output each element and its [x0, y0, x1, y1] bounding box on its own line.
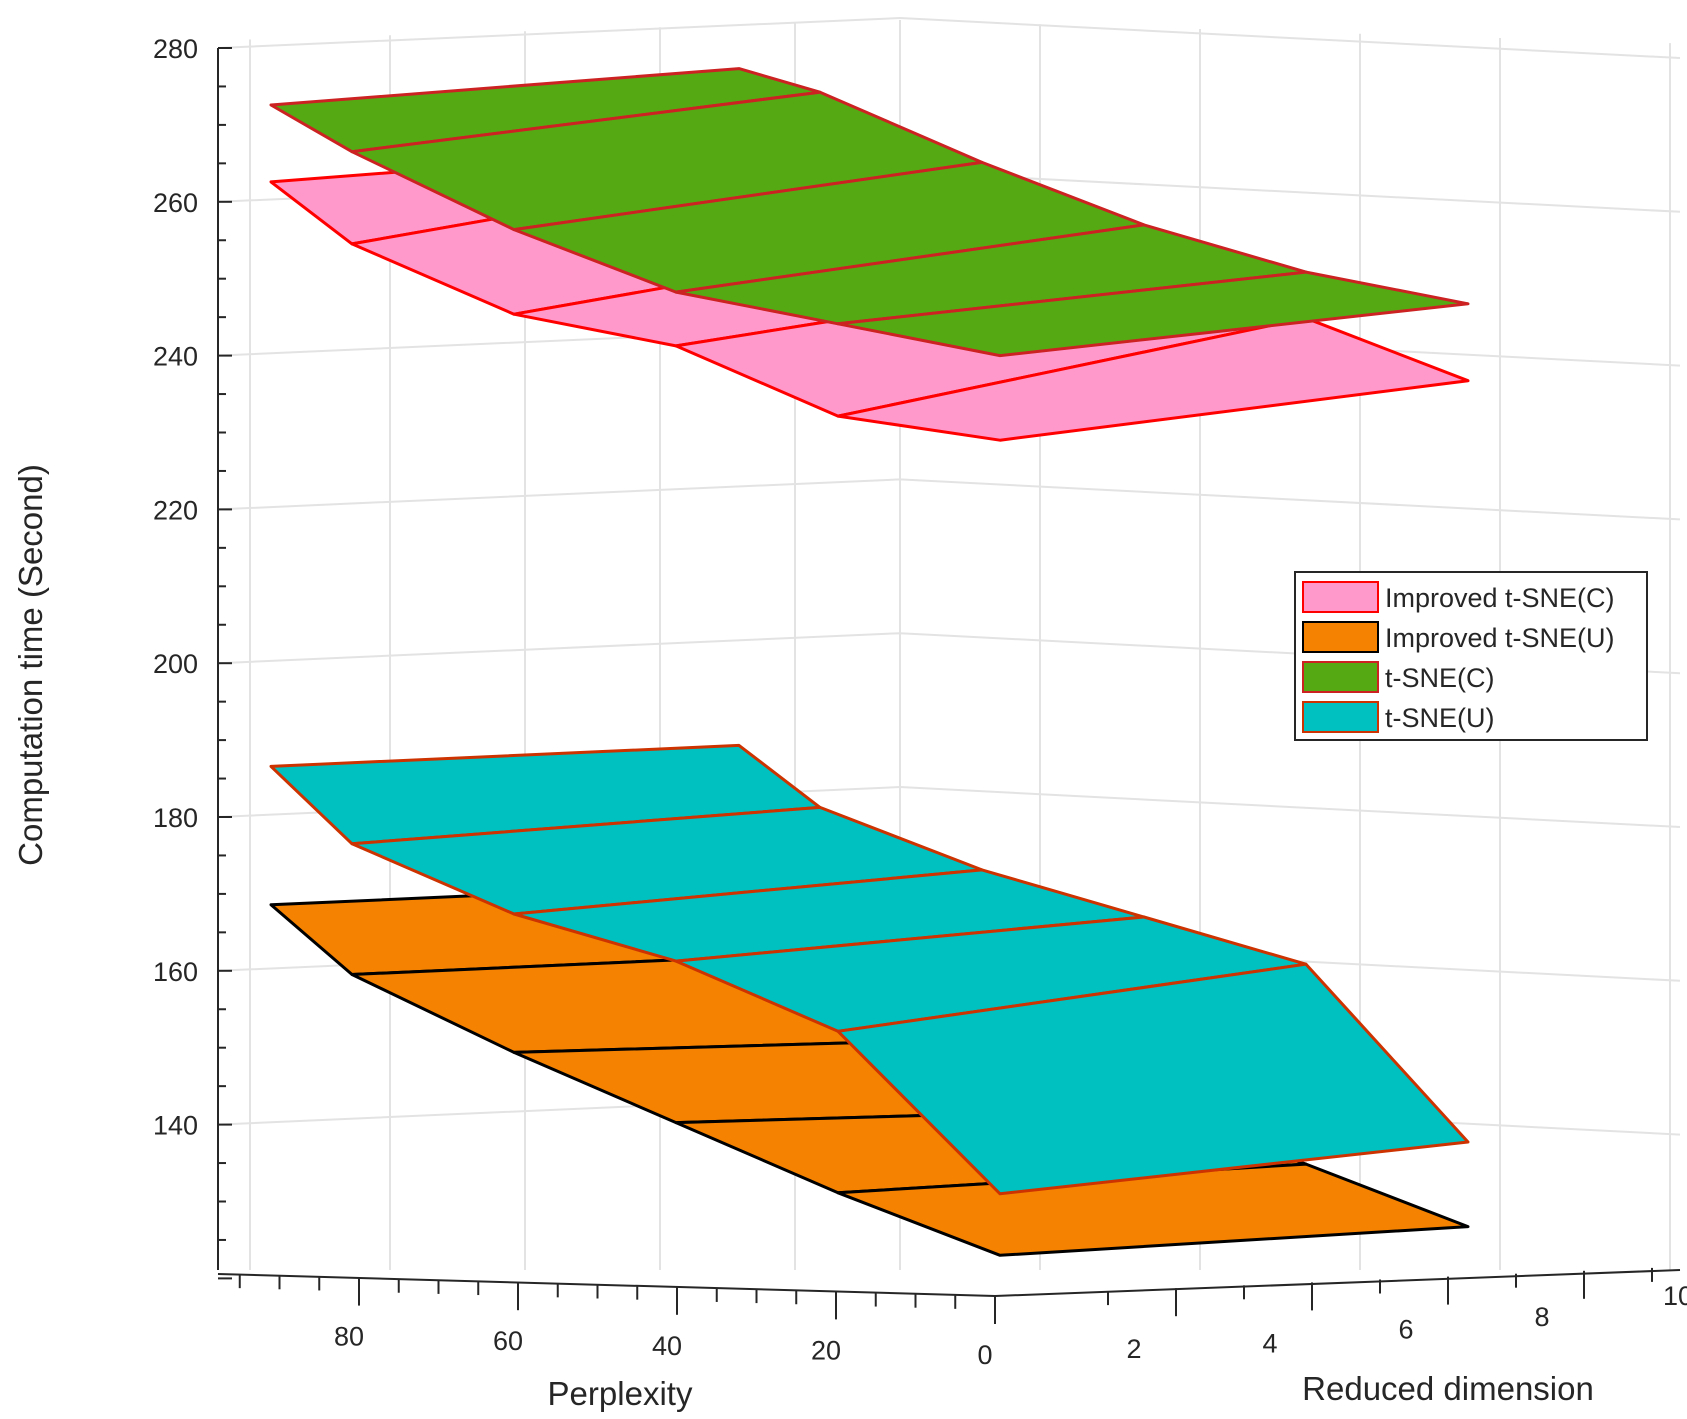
z-tick-label: 140 — [153, 1111, 198, 1141]
legend-label-tsne-u: t-SNE(U) — [1385, 703, 1495, 733]
y-tick-label: 10 — [1663, 1281, 1687, 1311]
z-tick-label: 160 — [153, 957, 198, 987]
x-axis-line — [217, 1273, 996, 1297]
legend: Improved t-SNE(C) Improved t-SNE(U) t-SN… — [1294, 571, 1648, 741]
legend-swatch-tsne-u — [1302, 701, 1379, 733]
x-tick-label: 40 — [652, 1331, 682, 1361]
z-axis-label: Computation time (Second) — [12, 464, 49, 866]
z-tick-label: 180 — [153, 803, 198, 833]
legend-swatch-improved-tsne-c — [1302, 581, 1379, 613]
legend-label-improved-tsne-u: Improved t-SNE(U) — [1385, 623, 1615, 653]
y-tick-label: 4 — [1262, 1328, 1277, 1358]
surface-patch — [836, 316, 1470, 442]
y-axis-label: Reduced dimension — [1302, 1370, 1594, 1407]
z-tick-label: 200 — [153, 649, 198, 679]
surface-patch — [836, 962, 1470, 1196]
z-grid-line — [217, 478, 1681, 521]
legend-label-tsne-c: t-SNE(C) — [1385, 663, 1495, 693]
z-tick-label: 240 — [153, 342, 198, 372]
y-tick-label: 2 — [1126, 1334, 1141, 1364]
z-tick-label: 260 — [153, 188, 198, 218]
x-tick-label: 80 — [334, 1322, 364, 1352]
surface-patch — [836, 270, 1470, 358]
legend-swatch-improved-tsne-u — [1302, 621, 1379, 653]
surfaces — [269, 67, 1470, 1257]
surface-t-sne-u- — [269, 743, 1470, 1196]
surface-t-sne-c- — [269, 67, 1470, 358]
z-tick-label: 280 — [153, 34, 198, 64]
axes — [217, 47, 1681, 1324]
x-tick-label: 0 — [977, 1340, 992, 1370]
legend-label-improved-tsne-c: Improved t-SNE(C) — [1385, 583, 1615, 613]
z-grid-line — [217, 16, 1681, 59]
z-tick-label: 220 — [153, 495, 198, 525]
x-tick-label: 60 — [493, 1326, 523, 1356]
x-tick-label: 20 — [811, 1335, 841, 1365]
legend-swatch-tsne-c — [1302, 661, 1379, 693]
x-axis-label: Perplexity — [548, 1375, 693, 1412]
y-tick-label: 6 — [1398, 1315, 1413, 1345]
y-axis-line — [994, 1269, 1681, 1297]
y-tick-label: 8 — [1534, 1302, 1549, 1332]
